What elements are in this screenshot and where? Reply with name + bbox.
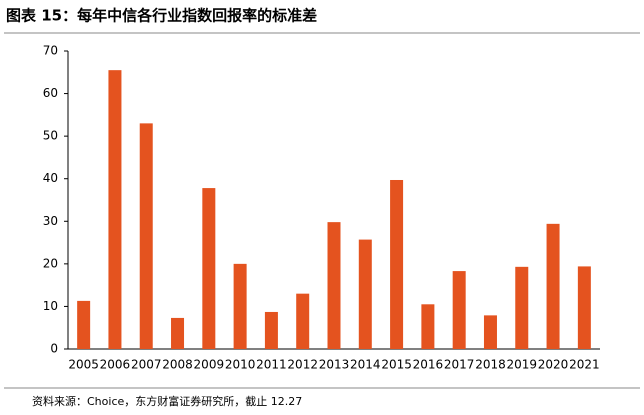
bar (577, 266, 591, 349)
bar (421, 304, 435, 349)
bar (327, 222, 341, 349)
chart-title: 图表 15：每年中信各行业指数回报率的标准差 (6, 7, 317, 25)
x-tick-label: 2021 (569, 358, 600, 372)
source-note: 资料来源：Choice，东方财富证券研究所，截止 12.27 (32, 394, 302, 408)
bar (233, 263, 247, 349)
y-tick-label: 40 (43, 171, 58, 185)
bar (202, 188, 216, 349)
x-tick-label: 2020 (538, 358, 569, 372)
bar (77, 300, 91, 349)
x-tick-label: 2012 (287, 358, 318, 372)
x-tick-label: 2009 (194, 358, 225, 372)
y-tick-label: 20 (43, 256, 58, 270)
x-tick-label: 2016 (413, 358, 444, 372)
y-tick-label: 30 (43, 214, 58, 228)
bar (452, 271, 466, 349)
x-tick-label: 2008 (162, 358, 193, 372)
x-tick-label: 2014 (350, 358, 381, 372)
x-tick-label: 2006 (100, 358, 131, 372)
y-tick-label: 60 (43, 86, 58, 100)
bar (390, 179, 404, 349)
x-tick-label: 2015 (381, 358, 412, 372)
x-tick-label: 2010 (225, 358, 256, 372)
bar (108, 70, 122, 350)
bar (546, 223, 560, 349)
y-tick-label: 70 (43, 44, 58, 58)
bar (139, 123, 153, 349)
x-tick-label: 2005 (68, 358, 99, 372)
bar (515, 266, 529, 349)
x-tick-label: 2019 (506, 358, 537, 372)
bar (171, 317, 185, 349)
x-tick-label: 2007 (131, 358, 162, 372)
y-tick-label: 10 (43, 299, 58, 313)
y-tick-label: 0 (50, 342, 58, 356)
y-tick-label: 50 (43, 129, 58, 143)
bar (264, 311, 278, 349)
bar (483, 315, 497, 349)
bar (296, 293, 310, 349)
x-tick-label: 2018 (475, 358, 506, 372)
x-tick-label: 2011 (256, 358, 287, 372)
x-tick-label: 2017 (444, 358, 475, 372)
bar (358, 239, 372, 349)
x-tick-label: 2013 (319, 358, 350, 372)
